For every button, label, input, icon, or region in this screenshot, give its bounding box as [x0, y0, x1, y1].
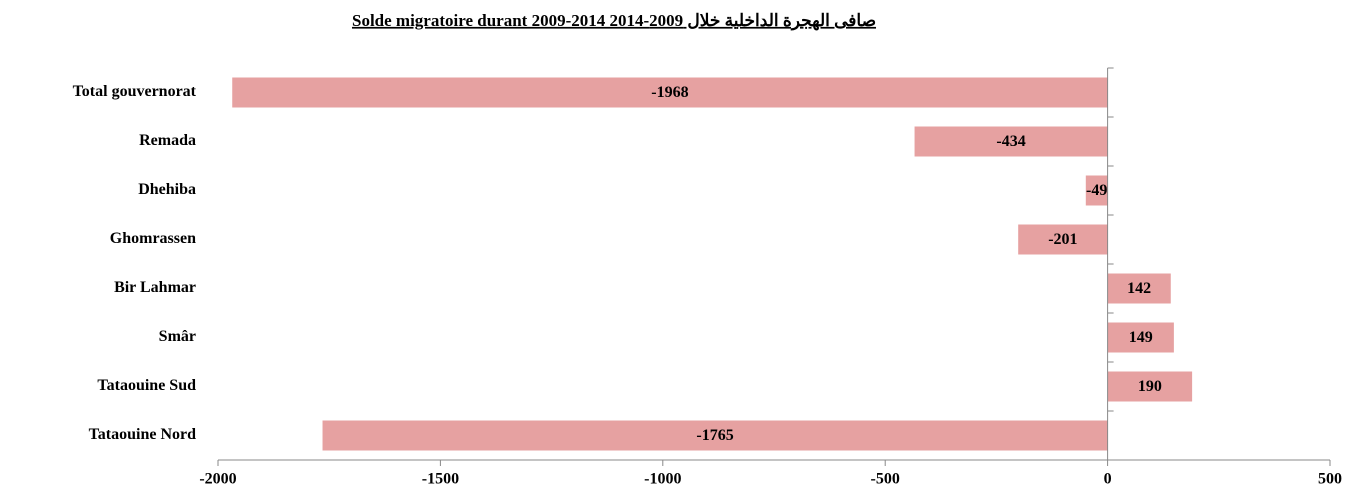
y-tick-label: Tataouine Sud [97, 377, 196, 394]
x-tick-label: -1500 [422, 471, 459, 488]
value-label: -49 [1086, 182, 1107, 199]
bar [1085, 175, 1108, 206]
x-tick-label: -2000 [199, 471, 236, 488]
y-tick-label: Ghomrassen [110, 230, 196, 247]
value-label: -1968 [651, 84, 688, 101]
y-tick-label: Tataouine Nord [89, 426, 197, 443]
y-tick-label: Smâr [159, 328, 196, 345]
bar [1018, 224, 1108, 255]
value-label: 142 [1127, 280, 1151, 297]
bar [322, 420, 1108, 451]
x-tick-label: 0 [1104, 471, 1112, 488]
bar [914, 126, 1108, 157]
value-label: 149 [1129, 329, 1153, 346]
x-tick-label: -1000 [644, 471, 681, 488]
y-tick-label: Remada [139, 132, 196, 149]
x-tick-label: 500 [1318, 471, 1342, 488]
bar [1107, 273, 1171, 304]
value-label: -434 [996, 133, 1025, 150]
y-tick-label: Bir Lahmar [114, 279, 196, 296]
bar [232, 77, 1108, 108]
value-label: 190 [1138, 378, 1162, 395]
value-label: -201 [1048, 231, 1077, 248]
bar [1107, 322, 1174, 353]
y-tick-label: Dhehiba [138, 181, 196, 198]
x-tick-label: -500 [871, 471, 900, 488]
y-tick-label: Total gouvernorat [73, 83, 197, 100]
value-label: -1765 [696, 427, 733, 444]
chart-title: Solde migratoire durant 2009-2014 صافى ا… [352, 11, 876, 31]
bar [1107, 371, 1193, 402]
